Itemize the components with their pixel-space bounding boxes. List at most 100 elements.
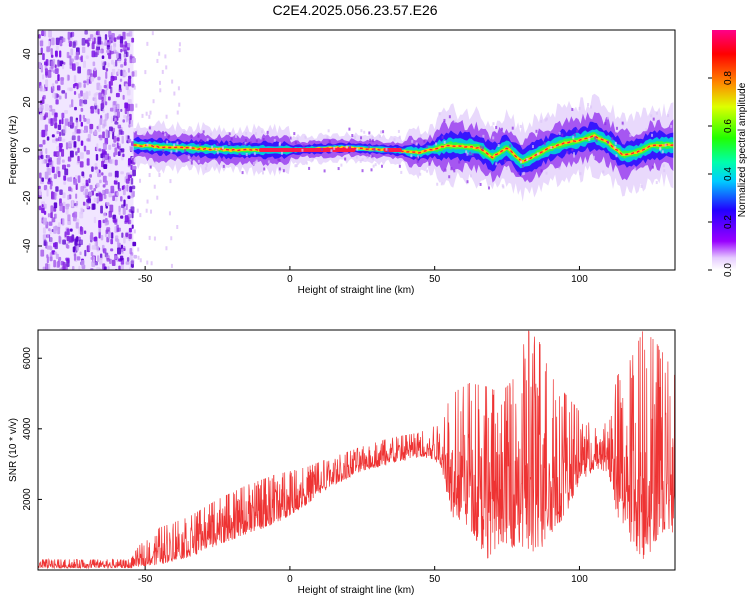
band-speckle bbox=[611, 137, 614, 141]
band-speckle bbox=[441, 135, 444, 139]
noise-speckle bbox=[66, 235, 70, 242]
noise-speckle bbox=[128, 158, 131, 166]
noise-speckle bbox=[159, 88, 162, 93]
noise-speckle bbox=[113, 135, 117, 143]
noise-speckle bbox=[46, 136, 50, 141]
noise-speckle bbox=[101, 96, 104, 101]
noise-speckle bbox=[99, 179, 102, 184]
noise-speckle bbox=[117, 188, 122, 192]
noise-speckle bbox=[106, 202, 110, 207]
band-speckle bbox=[244, 138, 247, 142]
noise-speckle bbox=[104, 137, 109, 145]
noise-speckle bbox=[55, 138, 59, 142]
noise-speckle bbox=[170, 236, 173, 241]
noise-speckle bbox=[177, 86, 180, 91]
band-speckle bbox=[360, 129, 363, 133]
band-speckle bbox=[252, 161, 255, 165]
band-speckle bbox=[614, 145, 617, 149]
noise-speckle bbox=[76, 256, 81, 261]
noise-speckle bbox=[60, 77, 65, 81]
x-tick-label: 100 bbox=[571, 574, 588, 585]
noise-speckle bbox=[106, 44, 110, 50]
noise-speckle bbox=[123, 61, 127, 66]
noise-speckle bbox=[89, 128, 93, 134]
noise-speckle bbox=[149, 110, 152, 115]
noise-speckle bbox=[124, 215, 129, 223]
noise-speckle bbox=[79, 114, 82, 122]
noise-speckle bbox=[126, 257, 130, 262]
noise-speckle bbox=[125, 203, 128, 211]
noise-speckle bbox=[57, 136, 62, 142]
noise-speckle bbox=[51, 139, 56, 143]
noise-speckle bbox=[40, 249, 45, 257]
noise-speckle bbox=[120, 148, 125, 153]
noise-speckle bbox=[113, 180, 118, 185]
noise-speckle bbox=[119, 42, 124, 48]
noise-speckle bbox=[169, 179, 172, 184]
band-speckle bbox=[282, 169, 285, 173]
band-speckle bbox=[438, 112, 441, 116]
spectrogram-x-axis: -50 0 50 100 bbox=[138, 266, 588, 285]
noise-speckle bbox=[101, 89, 105, 94]
band-speckle bbox=[416, 156, 419, 160]
band-speckle bbox=[440, 182, 443, 186]
band-speckle bbox=[495, 125, 498, 129]
noise-speckle bbox=[61, 37, 66, 43]
noise-speckle bbox=[69, 104, 72, 108]
noise-speckle bbox=[58, 95, 62, 100]
noise-speckle bbox=[49, 230, 52, 235]
noise-speckle bbox=[114, 218, 118, 225]
noise-speckle bbox=[92, 69, 97, 78]
noise-speckle bbox=[132, 165, 137, 171]
noise-speckle bbox=[120, 248, 124, 254]
noise-speckle bbox=[59, 203, 64, 212]
band-speckle bbox=[340, 163, 343, 167]
band-speckle bbox=[393, 138, 396, 142]
noise-speckle bbox=[127, 78, 132, 87]
noise-speckle bbox=[130, 259, 135, 265]
band-speckle bbox=[423, 139, 426, 143]
band-speckle bbox=[501, 184, 504, 188]
noise-speckle bbox=[79, 129, 83, 134]
band-speckle bbox=[262, 171, 265, 175]
noise-speckle bbox=[158, 51, 161, 56]
noise-speckle bbox=[82, 182, 85, 187]
noise-speckle bbox=[120, 48, 123, 53]
band-speckle bbox=[296, 137, 299, 141]
band-speckle bbox=[604, 122, 607, 126]
noise-speckle bbox=[61, 138, 66, 142]
noise-speckle bbox=[73, 75, 77, 82]
band-speckle bbox=[356, 147, 359, 151]
noise-speckle bbox=[128, 75, 132, 80]
noise-speckle bbox=[42, 94, 46, 100]
noise-speckle bbox=[76, 245, 79, 251]
noise-speckle bbox=[88, 178, 91, 184]
noise-speckle bbox=[102, 184, 106, 188]
noise-speckle bbox=[80, 90, 83, 97]
noise-speckle bbox=[108, 172, 113, 177]
noise-speckle bbox=[110, 238, 114, 245]
band-speckle bbox=[662, 164, 665, 168]
band-speckle bbox=[595, 139, 598, 143]
band-speckle bbox=[425, 145, 428, 149]
noise-speckle bbox=[75, 119, 79, 128]
noise-speckle bbox=[165, 114, 168, 119]
y-tick-label: 4000 bbox=[22, 417, 33, 440]
noise-speckle bbox=[72, 266, 75, 270]
noise-speckle bbox=[81, 37, 86, 46]
noise-speckle bbox=[45, 79, 49, 88]
noise-speckle bbox=[100, 205, 103, 214]
snr-line bbox=[38, 330, 675, 570]
noise-speckle bbox=[93, 67, 97, 72]
noise-speckle bbox=[127, 43, 131, 48]
spectral-peak-line bbox=[133, 134, 674, 163]
band-speckle bbox=[337, 167, 340, 171]
noise-speckle bbox=[73, 211, 78, 218]
band-speckle bbox=[173, 143, 176, 147]
spectrogram-y-label: Frequency (Hz) bbox=[8, 116, 19, 185]
noise-speckle bbox=[41, 203, 44, 208]
noise-speckle bbox=[93, 197, 98, 203]
band-speckle bbox=[263, 167, 266, 171]
band-speckle bbox=[149, 165, 152, 169]
band-speckle bbox=[190, 135, 193, 139]
